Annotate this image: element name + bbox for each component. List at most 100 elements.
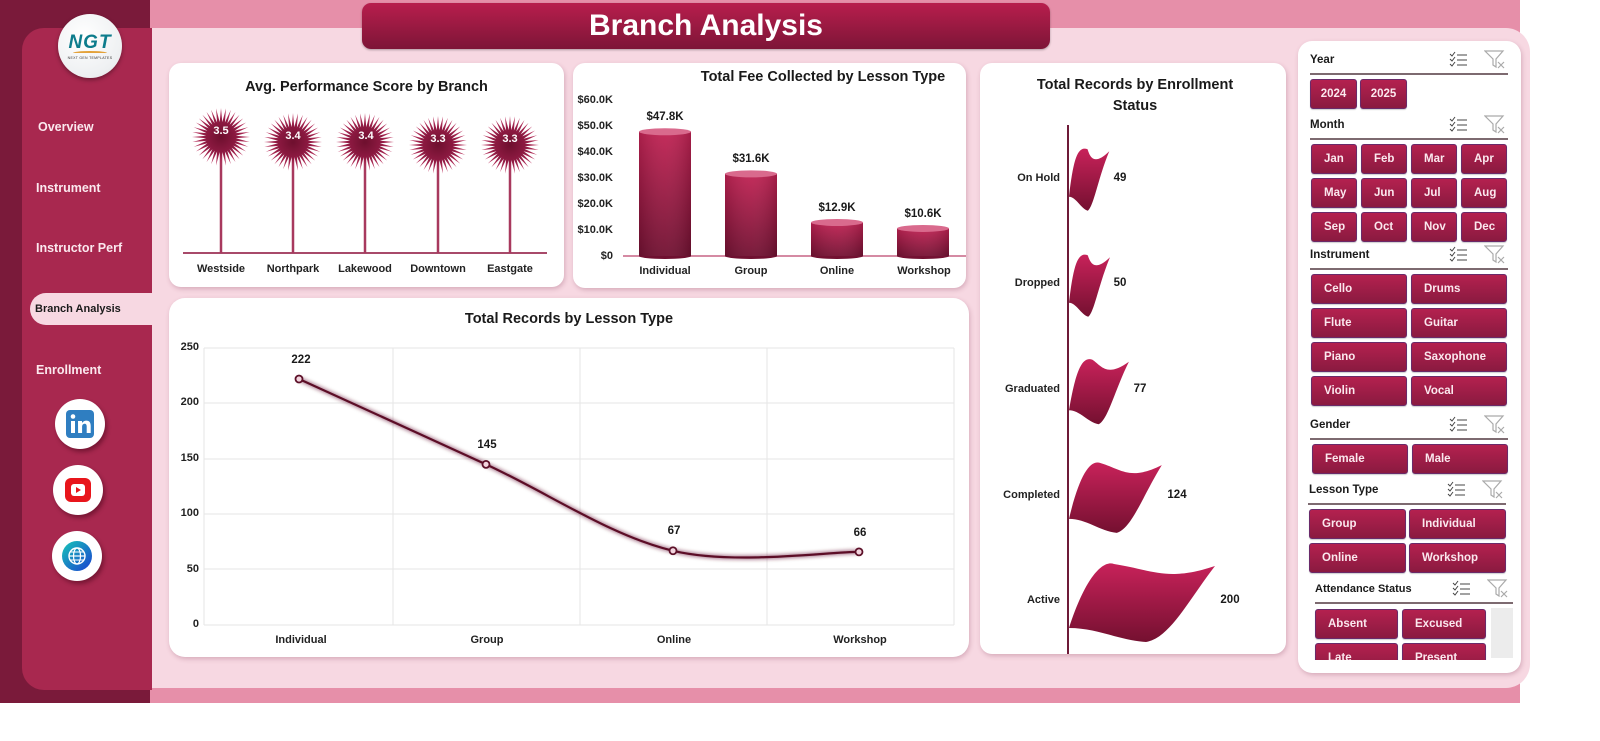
multi-select-icon[interactable] (1448, 116, 1468, 134)
slicer-title-instrument: Instrument (1310, 249, 1370, 261)
youtube-button[interactable] (53, 465, 103, 515)
data-label: 200 (1220, 594, 1240, 606)
slicer-title-year: Year (1310, 54, 1335, 66)
slicer-item[interactable]: Drums (1411, 274, 1507, 304)
data-label: $31.6K (732, 153, 770, 165)
slicer-item[interactable]: Jun (1361, 178, 1407, 208)
slicer-item[interactable]: Nov (1411, 212, 1457, 242)
y-tick-label: Dropped (1014, 277, 1060, 289)
data-point (294, 374, 304, 384)
divider (1310, 438, 1508, 440)
linkedin-button[interactable] (55, 399, 105, 449)
slicer-item[interactable]: Female (1312, 444, 1408, 474)
y-tick-label: $20.0K (577, 198, 613, 210)
y-tick-label: Completed (1003, 489, 1060, 501)
flag-bar (1069, 359, 1129, 425)
y-tick-label: Graduated (1004, 383, 1060, 395)
clear-filter-icon[interactable] (1484, 415, 1506, 435)
chart-title: Avg. Performance Score by Branch (245, 79, 488, 95)
sidebar-item-enrollment[interactable]: Enrollment (36, 363, 102, 377)
slicer-item[interactable]: Individual (1409, 509, 1506, 539)
starburst-marker (192, 108, 250, 166)
slicer-item[interactable]: Violin (1311, 376, 1407, 406)
slicer-item[interactable]: Guitar (1411, 308, 1507, 338)
globe-icon (62, 541, 92, 571)
youtube-icon (65, 478, 91, 502)
multi-select-icon[interactable] (1448, 246, 1468, 264)
slicer-item[interactable]: Absent (1315, 609, 1398, 639)
data-label: 222 (291, 354, 311, 366)
slicer-item[interactable]: Dec (1461, 212, 1507, 242)
slicer-item[interactable]: Male (1412, 444, 1508, 474)
clear-filter-icon[interactable] (1484, 115, 1506, 135)
slicer-item[interactable]: Sep (1311, 212, 1357, 242)
data-point (481, 459, 491, 469)
x-tick-label: Northpark (266, 263, 320, 275)
slicer-item[interactable]: Aug (1461, 178, 1507, 208)
slicer-scrollbar[interactable] (1491, 608, 1513, 658)
sidebar-item-branch-analysis[interactable]: Branch Analysis (30, 293, 180, 325)
slicer-item[interactable]: Jul (1411, 178, 1457, 208)
slicer-item[interactable]: Mar (1411, 144, 1457, 174)
divider (1310, 73, 1508, 75)
slicer-item[interactable]: Vocal (1411, 376, 1507, 406)
sidebar-item-instrument[interactable]: Instrument (36, 181, 101, 195)
slicer-item[interactable]: Apr (1461, 144, 1507, 174)
starburst-marker (264, 113, 322, 171)
y-tick-label: $60.0K (577, 94, 613, 106)
x-tick-label: Group (734, 265, 768, 277)
fee-chart (623, 128, 966, 259)
x-tick-label: Online (819, 265, 855, 277)
slicer-item[interactable]: Cello (1311, 274, 1407, 304)
chart-title-line: Total Records by Enrollment (1036, 77, 1234, 93)
sidebar-item-instructor-perf[interactable]: Instructor Perf (36, 241, 123, 255)
slicer-item[interactable]: Group (1309, 509, 1406, 539)
x-tick-label: Westside (196, 263, 246, 275)
divider (1308, 503, 1506, 505)
x-tick-label: Individual (275, 634, 327, 646)
slicer-item[interactable]: Present (1402, 643, 1486, 660)
slicer-item[interactable]: Oct (1361, 212, 1407, 242)
clear-filter-icon[interactable] (1487, 579, 1509, 599)
slicer-item[interactable]: May (1311, 178, 1357, 208)
sidebar-item-overview[interactable]: Overview (38, 120, 94, 134)
clear-filter-icon[interactable] (1482, 480, 1504, 500)
slicer-item[interactable]: Flute (1311, 308, 1407, 338)
data-point (668, 546, 678, 556)
x-tick-label: Individual (639, 265, 691, 277)
flag-bar (1069, 462, 1162, 533)
slicer-item[interactable]: Feb (1361, 144, 1407, 174)
slicer-item[interactable]: Late (1315, 643, 1398, 660)
data-label: 3.4 (285, 130, 301, 142)
slicer-item[interactable]: Online (1309, 543, 1406, 573)
data-label: 49 (1113, 172, 1127, 184)
flag-bar (1069, 254, 1110, 317)
y-tick-label: $40.0K (577, 146, 613, 158)
slicer-item[interactable]: Excused (1402, 609, 1486, 639)
website-button[interactable] (52, 531, 102, 581)
multi-select-icon[interactable] (1451, 580, 1471, 598)
multi-select-icon[interactable] (1446, 481, 1466, 499)
multi-select-icon[interactable] (1448, 416, 1468, 434)
chart-card-enrollment: Total Records by Enrollment Status On Ho… (980, 63, 1286, 654)
clear-filter-icon[interactable] (1484, 50, 1506, 70)
data-label: 66 (853, 527, 867, 539)
multi-select-icon[interactable] (1448, 51, 1468, 69)
chart-card-fee: Total Fee Collected by Lesson Type $60.0… (573, 63, 966, 288)
y-tick-label: $50.0K (577, 120, 613, 132)
data-label: 3.3 (502, 133, 518, 145)
x-tick-label: Eastgate (487, 263, 533, 275)
y-tick-label: $0 (600, 250, 613, 262)
slicer-item[interactable]: Piano (1311, 342, 1407, 372)
data-label: 3.5 (213, 125, 229, 137)
slicer-item[interactable]: Saxophone (1411, 342, 1507, 372)
slicer-item[interactable]: Jan (1311, 144, 1357, 174)
linkedin-icon (66, 410, 94, 438)
slicer-item[interactable]: 2024 (1310, 79, 1357, 109)
slicer-item[interactable]: 2025 (1360, 79, 1407, 109)
x-tick-label: Workshop (897, 265, 951, 277)
slicer-item[interactable]: Workshop (1409, 543, 1506, 573)
starburst-marker (481, 116, 539, 174)
clear-filter-icon[interactable] (1484, 245, 1506, 265)
slicer-title-gender: Gender (1310, 419, 1351, 431)
